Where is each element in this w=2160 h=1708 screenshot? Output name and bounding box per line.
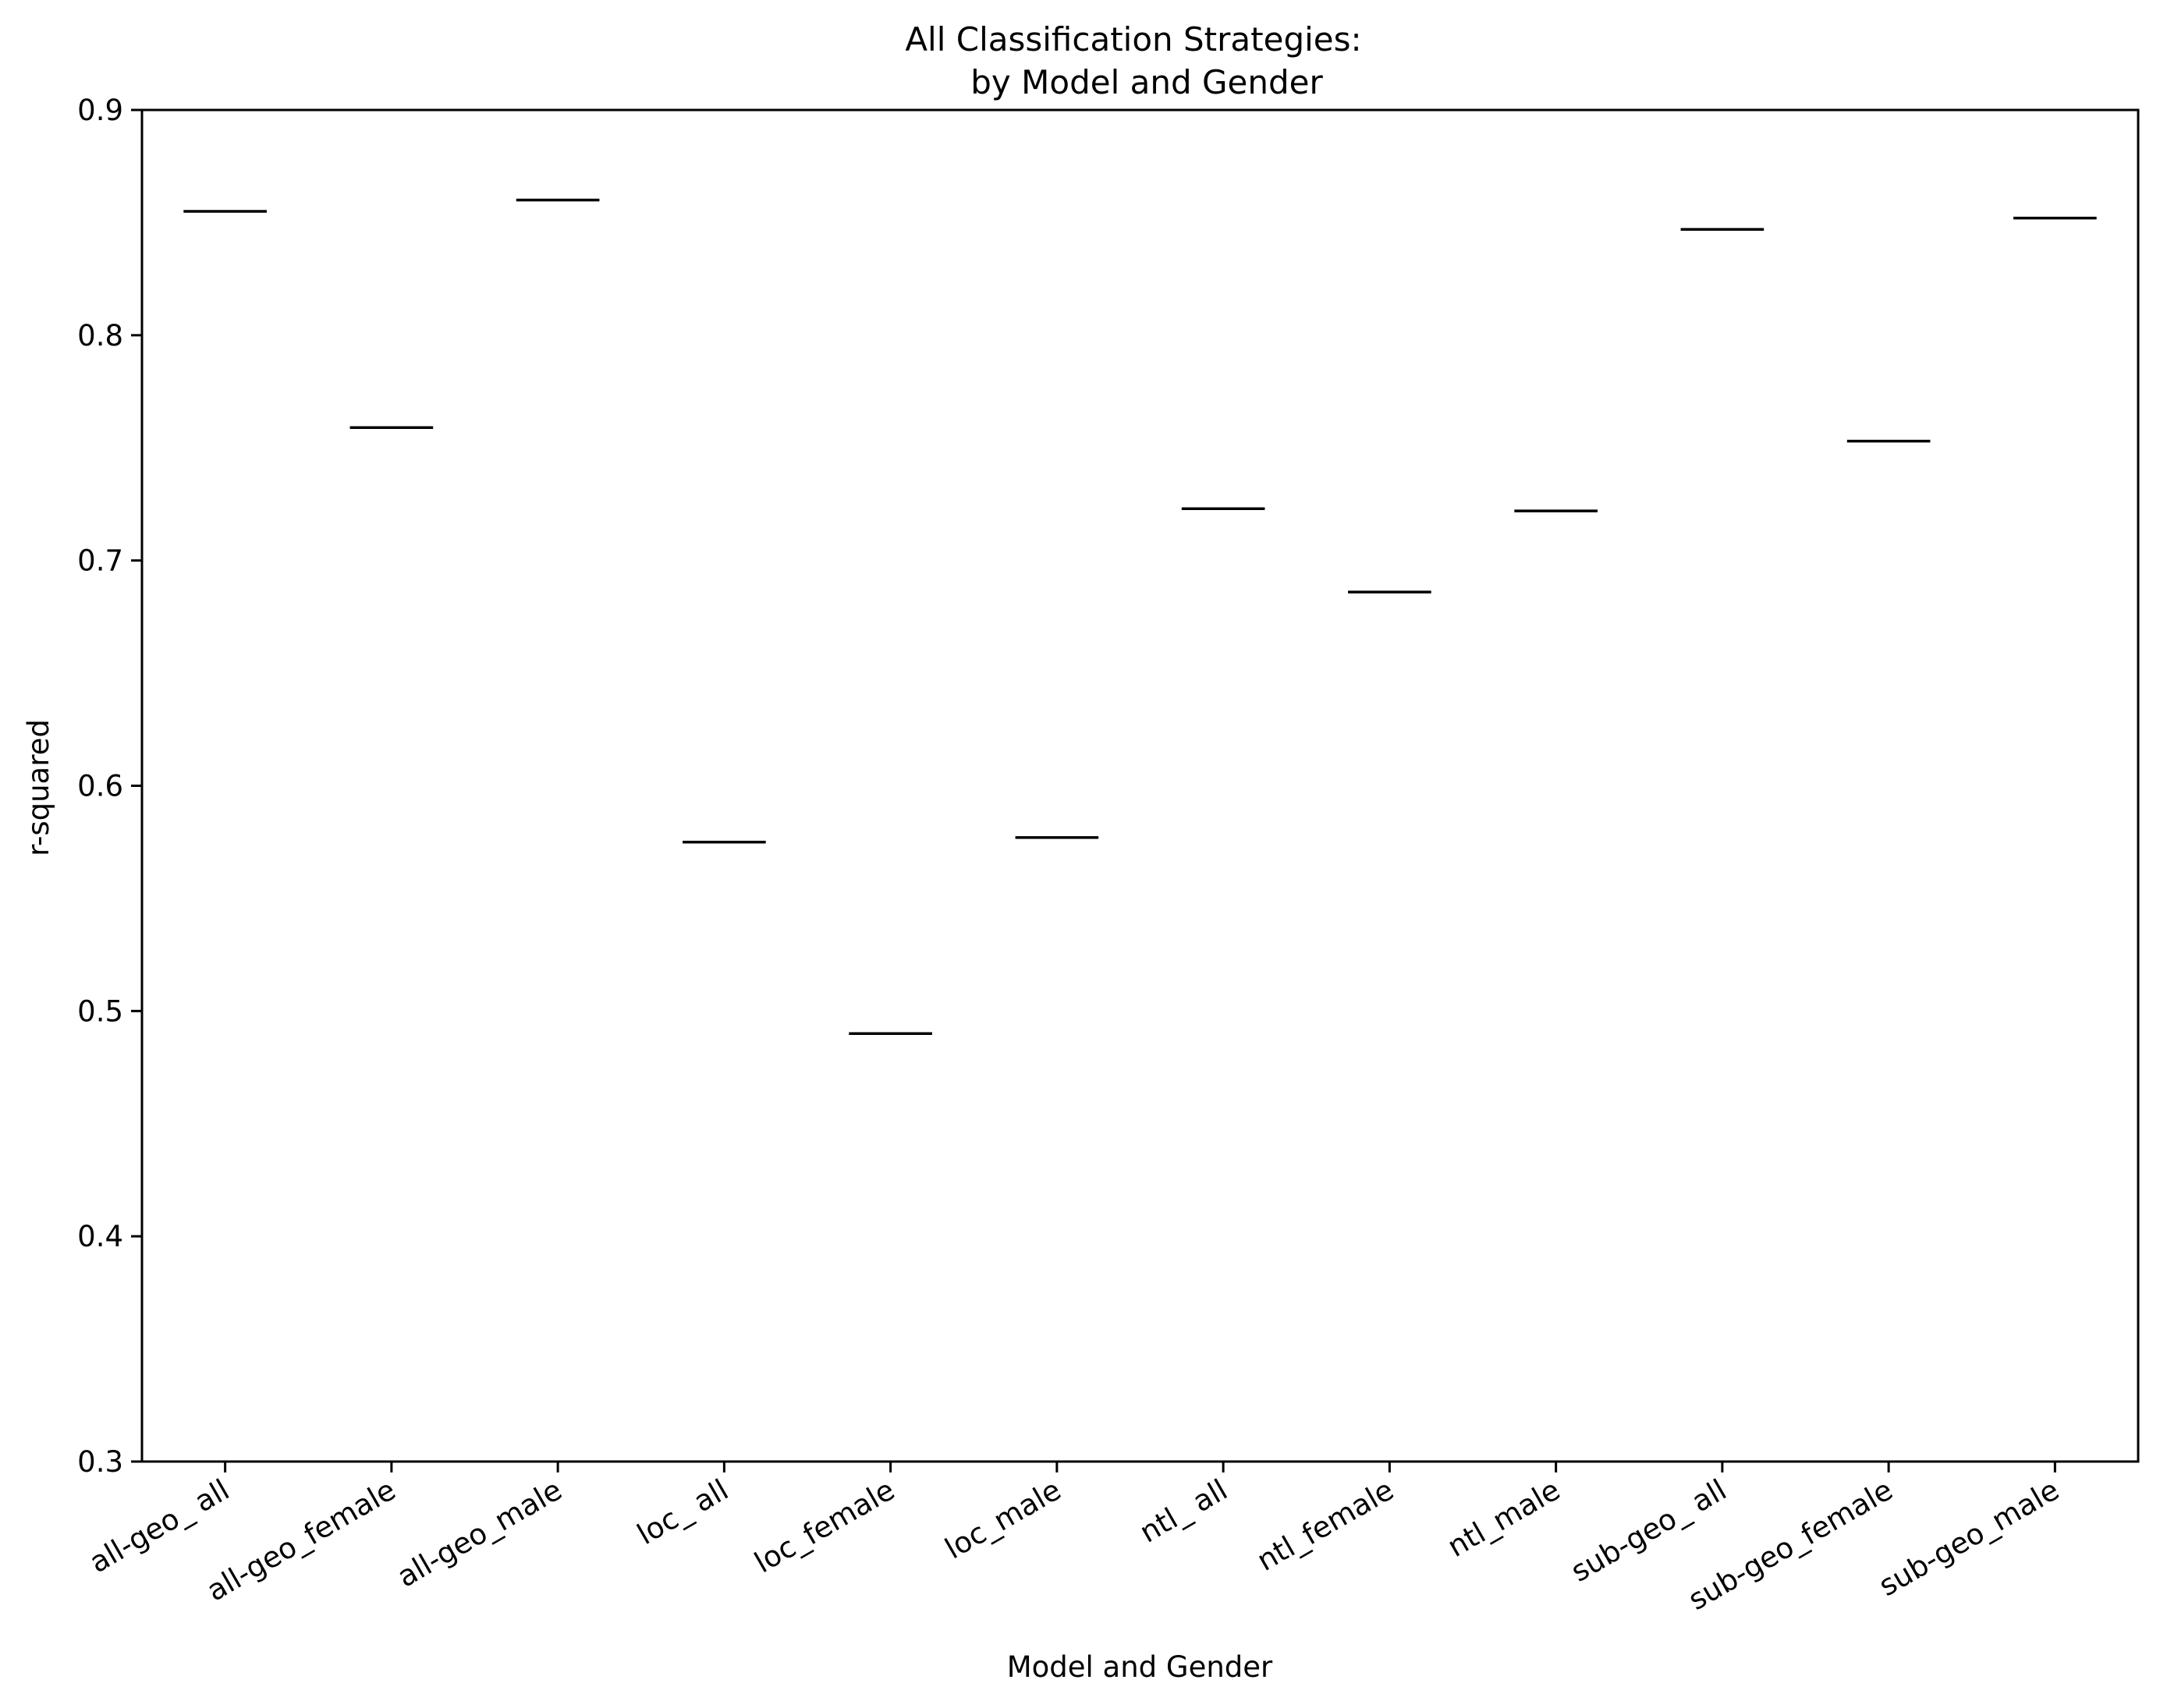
y-tick-label: 0.7	[77, 544, 123, 578]
x-axis-label: Model and Gender	[1007, 1650, 1273, 1684]
y-tick-label: 0.8	[77, 319, 123, 353]
chart-title-line-2: by Model and Gender	[970, 63, 1323, 101]
y-tick-label: 0.5	[77, 994, 123, 1028]
y-tick-label: 0.6	[77, 770, 123, 803]
y-tick-label: 0.9	[77, 94, 123, 127]
y-tick-label: 0.3	[77, 1445, 123, 1479]
y-tick-label: 0.4	[77, 1220, 123, 1253]
y-axis-label: r-squared	[22, 719, 55, 856]
chart-title-line-1: All Classification Strategies:	[905, 20, 1361, 58]
